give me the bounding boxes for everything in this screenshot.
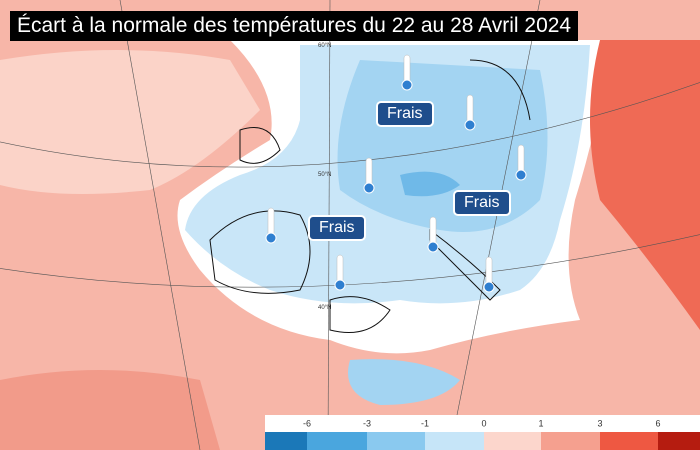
legend-tick-label: 1: [538, 418, 543, 428]
label-badge: Frais: [308, 215, 366, 241]
color-legend: -6 -3 -1 0 1 3 6: [265, 418, 700, 450]
legend-swatch: [265, 432, 307, 450]
coastline: [209, 59, 531, 333]
legend-swatch: [425, 432, 484, 450]
legend-swatch: [367, 432, 425, 450]
legend-tick-label: 6: [655, 418, 660, 428]
label-badge: Frais: [376, 101, 434, 127]
cool-zone: [337, 60, 548, 232]
thermometer-bulb: [334, 279, 346, 291]
legend-tick-label: 0: [481, 418, 486, 428]
thermometer: [517, 144, 525, 174]
legend-swatch: [307, 432, 367, 450]
warm-zone: [590, 40, 700, 330]
cold-zone: [400, 171, 460, 197]
legend-tick-label: -1: [421, 418, 429, 428]
legend-tick-label: 3: [597, 418, 602, 428]
thermometer: [403, 54, 411, 84]
warm-zone: [0, 370, 220, 450]
anomaly-zone: [0, 50, 260, 194]
thermometer-bulb: [427, 241, 439, 253]
thermometer: [267, 207, 275, 237]
meridian: [449, 0, 541, 450]
thermometer: [485, 256, 493, 286]
latitude-label: 60°N: [318, 43, 331, 49]
legend-swatch: [484, 432, 541, 450]
legend-tick-label: -3: [363, 418, 371, 428]
legend-swatch: [600, 432, 658, 450]
thermometer-bulb: [483, 281, 495, 293]
latitude-label: 40°N: [318, 305, 331, 311]
meridian: [119, 0, 201, 450]
thermometer-bulb: [363, 182, 375, 194]
legend-swatch: [541, 432, 600, 450]
legend-tick-label: -6: [303, 418, 311, 428]
cool-zone: [348, 359, 460, 405]
label-badge: Frais: [453, 190, 511, 216]
legend-background: [265, 415, 700, 432]
thermometer-bulb: [464, 119, 476, 131]
thermometer-bulb: [515, 169, 527, 181]
thermometer: [336, 254, 344, 284]
thermometer: [466, 94, 474, 124]
thermometer: [365, 157, 373, 187]
thermometer-bulb: [265, 232, 277, 244]
thermometers: [265, 54, 527, 293]
thermometer-bulb: [401, 79, 413, 91]
parallel: [0, 82, 700, 168]
latitude-label: 50°N: [318, 172, 331, 178]
thermometer: [429, 216, 437, 246]
legend-swatch: [658, 432, 700, 450]
title: Écart à la normale des températures du 2…: [10, 11, 579, 41]
